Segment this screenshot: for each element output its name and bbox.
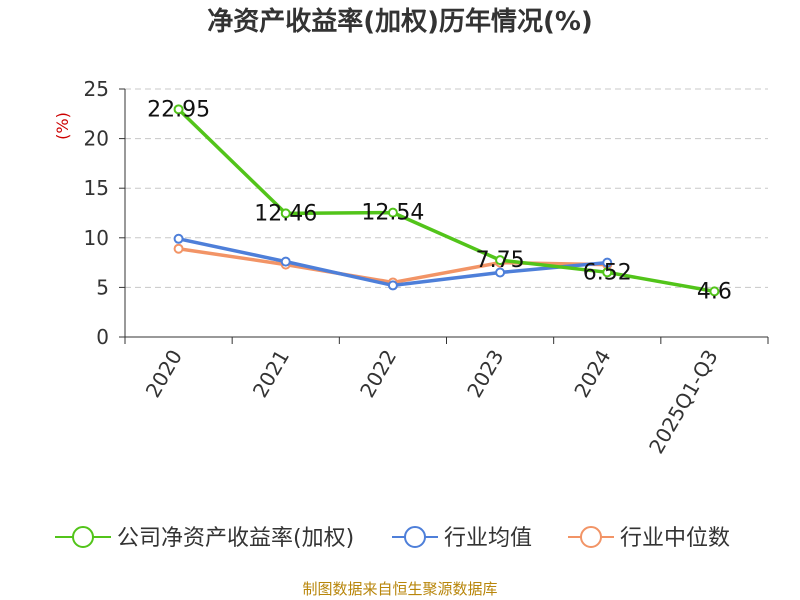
y-tick-label-25: 25 [84, 77, 109, 101]
x-tick-label-2022: 2022 [355, 346, 401, 402]
legend-item-1[interactable]: 行业均值 [392, 526, 532, 551]
x-tick-label-2025Q1-Q3: 2025Q1-Q3 [644, 346, 723, 458]
data-point-1-2[interactable] [387, 280, 398, 291]
legend-label-0: 公司净资产收益率(加权) [117, 526, 354, 551]
x-tick-label-2024: 2024 [569, 346, 615, 402]
grid-lines [125, 88, 768, 288]
y-tick-label-0: 0 [96, 325, 109, 349]
legend[interactable]: 公司净资产收益率(加权) 行业均值 行业中位数 [55, 526, 730, 551]
data-label-0: 22.95 [147, 97, 210, 122]
legend-item-2[interactable]: 行业中位数 [568, 526, 730, 551]
data-label-5: 4.6 [697, 279, 732, 304]
data-point-0-5[interactable] [709, 286, 720, 297]
data-point-0-2[interactable] [387, 207, 398, 218]
data-point-0-3[interactable] [495, 255, 506, 266]
legend-label-2: 行业中位数 [620, 526, 730, 551]
data-point-1-3[interactable] [495, 267, 506, 278]
axes: 0 5 10 15 20 25 2020 2021 2022 2023 2024 2025Q1-Q3 [84, 77, 769, 458]
x-tick-label-2020: 2020 [141, 346, 187, 402]
data-point-1-4[interactable] [602, 257, 613, 268]
y-tick-label-15: 15 [84, 176, 109, 200]
legend-swatch-marker-1 [404, 526, 426, 548]
y-tick-label-20: 20 [84, 127, 109, 151]
chart-title: 净资产收益率(加权)历年情况(%) [207, 6, 593, 37]
source-note: 制图数据来自恒生聚源数据库 [302, 580, 497, 598]
data-label-4: 6.52 [583, 260, 632, 285]
y-axis-label: (%) [53, 112, 72, 140]
y-tick-label-5: 5 [96, 275, 109, 299]
data-label-2: 12.54 [361, 201, 424, 226]
series-lines [173, 104, 720, 297]
y-tick-label-10: 10 [84, 226, 109, 250]
legend-item-0[interactable]: 公司净资产收益率(加权) [55, 526, 354, 551]
x-tick-label-2023: 2023 [462, 346, 508, 402]
data-labels: 22.95 12.46 12.54 7.75 6.52 4.6 [147, 97, 732, 304]
data-point-1-0[interactable] [173, 233, 184, 244]
series-line-0 [176, 107, 717, 294]
data-point-0-0[interactable] [173, 104, 184, 115]
data-point-2-0[interactable] [173, 243, 184, 254]
legend-swatch-marker-2 [580, 526, 602, 548]
data-point-1-1[interactable] [280, 256, 291, 267]
data-label-3: 7.75 [476, 248, 525, 273]
x-tick-label-2021: 2021 [248, 346, 294, 402]
data-point-0-1[interactable] [280, 208, 291, 219]
legend-swatch-marker-0 [72, 526, 94, 548]
data-point-0-4[interactable] [602, 267, 613, 278]
legend-label-1: 行业均值 [444, 526, 532, 551]
data-label-1: 12.46 [254, 201, 317, 226]
